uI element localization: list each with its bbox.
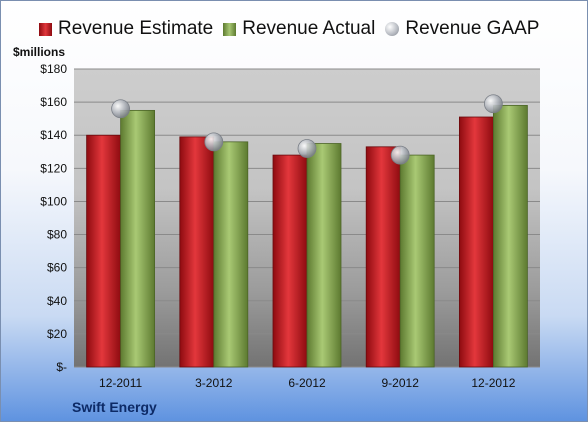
marker-revenue-gaap [204,132,224,152]
legend: Revenue Estimate Revenue Actual Revenue … [39,17,549,41]
legend-label-gaap: Revenue GAAP [405,18,540,39]
bar-revenue-estimate [86,134,121,368]
y-tick-label: $40 [47,294,67,308]
y-tick-label: $- [56,360,67,374]
marker-revenue-gaap [111,99,130,119]
marker-revenue-gaap [483,94,503,114]
x-tick-label: 3-2012 [195,376,233,390]
x-tick-label: 12-2011 [99,376,142,390]
y-tick-label: $80 [47,228,67,242]
marker-revenue-gaap [297,139,317,158]
bar-revenue-estimate [179,136,215,368]
y-tick-label: $160 [40,95,67,109]
legend-label-estimate: Revenue Estimate [58,18,214,39]
y-axis-unit-label: $millions [13,45,66,59]
legend-item-estimate: Revenue Estimate [39,18,213,40]
bar-revenue-estimate [365,146,401,368]
marker-revenue-gaap [390,145,410,165]
y-tick-label: $60 [47,261,67,275]
x-tick-label: 12-2012 [471,376,515,390]
bar-revenue-estimate [272,154,308,368]
bar-revenue-actual [306,143,342,368]
company-name: Swift Energy [72,399,157,415]
legend-swatch-estimate [39,22,52,36]
x-tick-label: 9-2012 [382,376,420,390]
bar-revenue-actual [399,154,435,368]
y-tick-label: $140 [40,128,67,142]
bar-revenue-estimate [458,116,494,368]
legend-label-actual: Revenue Actual [242,18,376,39]
legend-marker-gaap [385,22,400,36]
y-tick-label: $20 [47,327,67,341]
x-tick-label: 6-2012 [288,376,326,390]
bar-revenue-actual [492,105,528,368]
y-tick-label: $120 [40,161,67,175]
y-tick-label: $180 [40,62,67,76]
legend-swatch-actual [223,22,237,36]
legend-item-actual: Revenue Actual [223,18,375,40]
y-tick-label: $100 [40,194,67,208]
bar-revenue-actual [213,141,249,368]
bar-revenue-actual [120,109,155,368]
legend-item-gaap: Revenue GAAP [385,18,539,40]
